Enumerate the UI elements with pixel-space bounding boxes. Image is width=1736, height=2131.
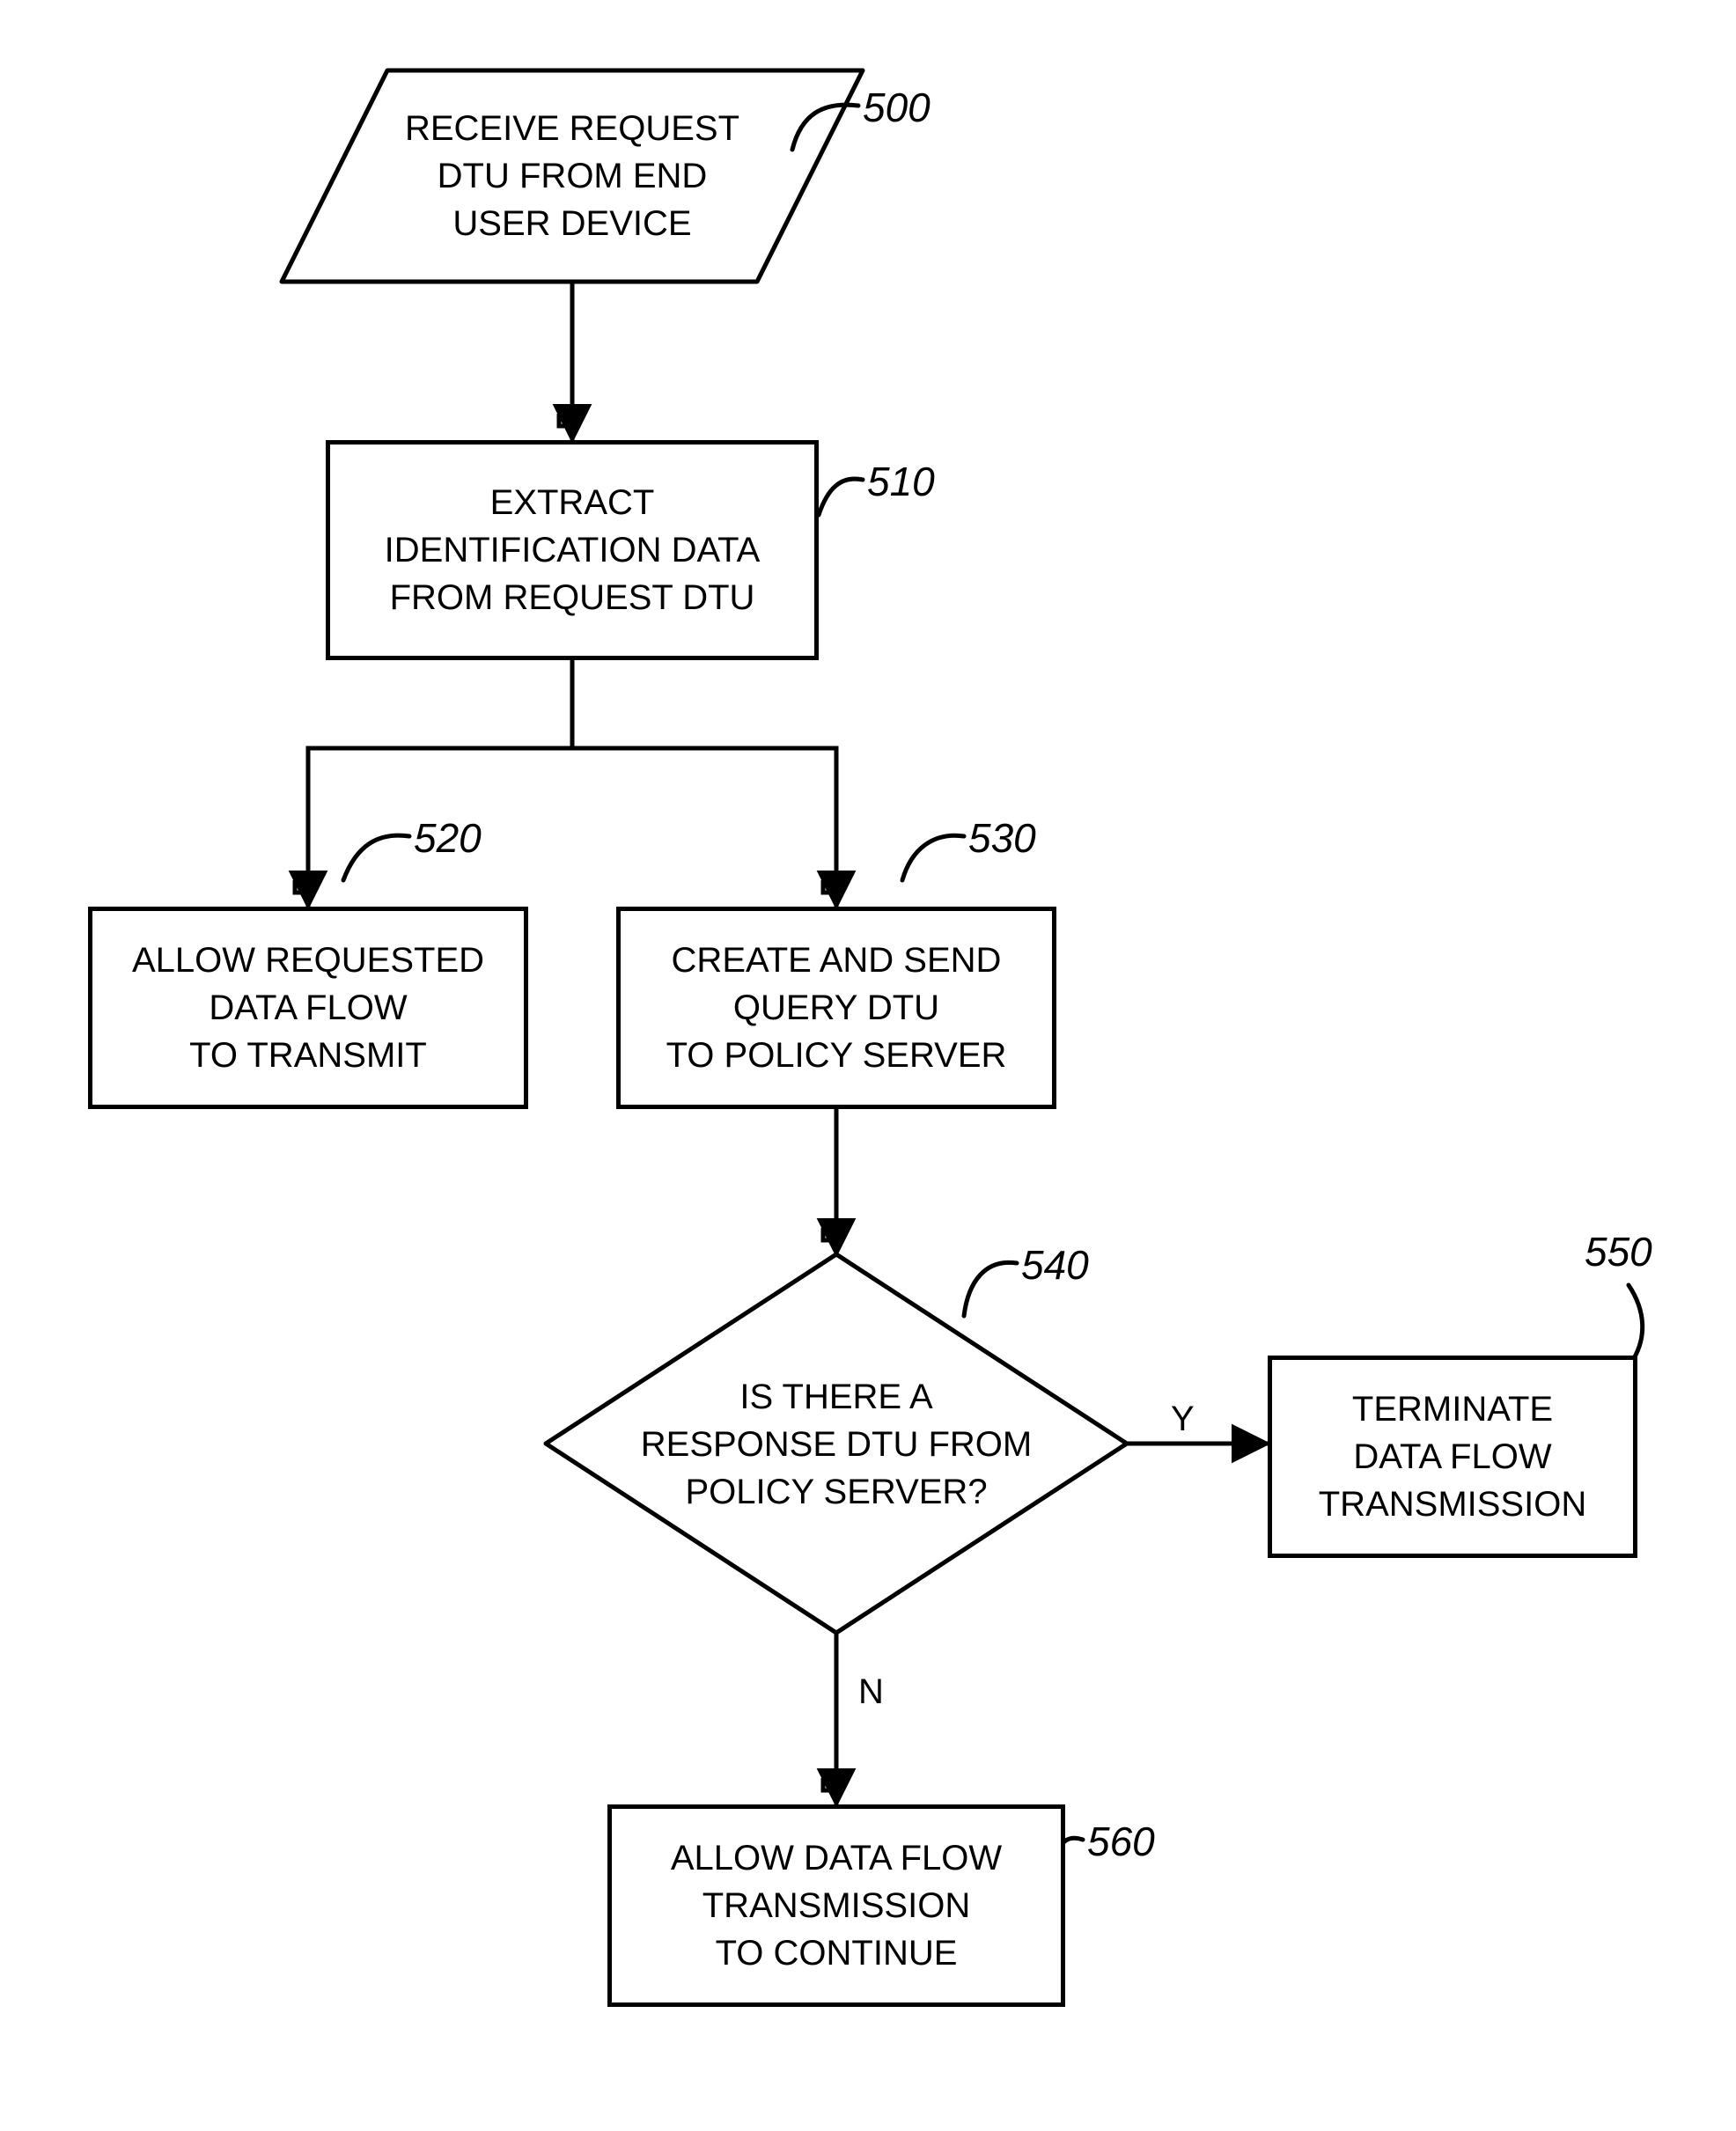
ref-label-540: 540 (1021, 1241, 1089, 1289)
node-n520: ALLOW REQUESTEDDATA FLOWTO TRANSMIT (88, 907, 528, 1109)
ref-label-510: 510 (867, 458, 935, 505)
node-n550: TERMINATEDATA FLOWTRANSMISSION (1268, 1356, 1637, 1558)
ref-label-550: 550 (1585, 1228, 1652, 1275)
ref-label-520: 520 (414, 814, 482, 862)
ref-label-500: 500 (863, 84, 931, 131)
edge-split-n530 (572, 748, 836, 907)
ref-label-530: 530 (968, 814, 1036, 862)
ref-label-560: 560 (1087, 1818, 1155, 1865)
node-n540: IS THERE ARESPONSE DTU FROMPOLICY SERVER… (581, 1373, 1092, 1516)
node-n510: EXTRACTIDENTIFICATION DATAFROM REQUEST D… (326, 440, 819, 660)
node-n530: CREATE AND SENDQUERY DTUTO POLICY SERVER (616, 907, 1056, 1109)
edge-label-Y: Y (1171, 1400, 1195, 1439)
flowchart-canvas: RECEIVE REQUESTDTU FROM ENDUSER DEVICE 50… (0, 0, 1736, 2131)
edge-label-N: N (858, 1672, 884, 1712)
node-n560: ALLOW DATA FLOWTRANSMISSIONTO CONTINUE (607, 1804, 1065, 2007)
node-n500: RECEIVE REQUESTDTU FROM ENDUSER DEVICE (335, 70, 810, 282)
